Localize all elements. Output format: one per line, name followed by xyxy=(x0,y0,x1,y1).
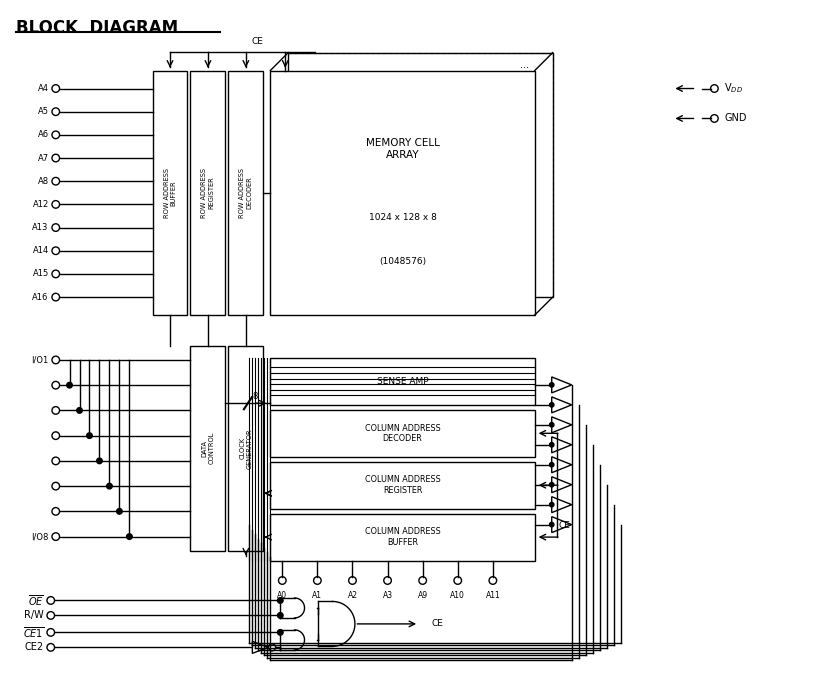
Circle shape xyxy=(278,598,283,603)
Circle shape xyxy=(549,423,553,427)
FancyBboxPatch shape xyxy=(270,513,534,561)
Text: I/O1: I/O1 xyxy=(32,355,48,365)
Circle shape xyxy=(549,383,553,387)
Text: A7: A7 xyxy=(38,153,48,163)
Text: A0: A0 xyxy=(277,591,287,600)
FancyBboxPatch shape xyxy=(270,410,534,457)
Circle shape xyxy=(549,483,553,487)
FancyBboxPatch shape xyxy=(228,71,263,315)
Text: CE: CE xyxy=(558,521,570,530)
Circle shape xyxy=(116,509,122,514)
FancyBboxPatch shape xyxy=(270,358,534,405)
Text: A2: A2 xyxy=(347,591,357,600)
Text: A16: A16 xyxy=(33,293,48,302)
Text: A9: A9 xyxy=(417,591,427,600)
Circle shape xyxy=(278,630,283,635)
Text: ROW ADDRESS
REGISTER: ROW ADDRESS REGISTER xyxy=(201,168,214,218)
Circle shape xyxy=(96,458,102,464)
Text: 8: 8 xyxy=(252,392,257,401)
Text: ...: ... xyxy=(520,60,528,69)
Text: (1048576): (1048576) xyxy=(379,257,426,266)
Circle shape xyxy=(549,443,553,447)
Text: I/O8: I/O8 xyxy=(32,532,48,541)
Text: A1: A1 xyxy=(312,591,322,600)
Text: A4: A4 xyxy=(38,84,48,93)
Circle shape xyxy=(549,402,553,407)
Text: $\overline{CE1}$: $\overline{CE1}$ xyxy=(23,625,43,640)
FancyBboxPatch shape xyxy=(270,71,534,315)
Text: V$_{DD}$: V$_{DD}$ xyxy=(723,81,742,96)
Text: A15: A15 xyxy=(33,269,48,279)
Text: BLOCK  DIAGRAM: BLOCK DIAGRAM xyxy=(16,19,178,36)
Circle shape xyxy=(549,503,553,507)
Text: DATA
CONTROL: DATA CONTROL xyxy=(201,432,214,464)
Text: CE2: CE2 xyxy=(24,642,43,652)
Text: ROW ADDRESS
BUFFER: ROW ADDRESS BUFFER xyxy=(163,168,176,218)
Circle shape xyxy=(126,534,132,539)
Circle shape xyxy=(549,522,553,527)
FancyBboxPatch shape xyxy=(191,346,225,551)
Text: CE: CE xyxy=(431,619,443,629)
FancyBboxPatch shape xyxy=(228,346,263,551)
Text: A14: A14 xyxy=(33,246,48,255)
Text: COLUMN ADDRESS
REGISTER: COLUMN ADDRESS REGISTER xyxy=(364,476,440,495)
Text: A5: A5 xyxy=(38,107,48,116)
Circle shape xyxy=(67,382,72,388)
Text: A10: A10 xyxy=(450,591,465,600)
Text: SENSE AMP: SENSE AMP xyxy=(376,377,428,386)
Text: A3: A3 xyxy=(382,591,392,600)
FancyBboxPatch shape xyxy=(270,462,534,509)
Text: A6: A6 xyxy=(38,131,48,139)
FancyBboxPatch shape xyxy=(191,71,225,315)
Text: 1024 x 128 x 8: 1024 x 128 x 8 xyxy=(368,213,436,221)
Text: GND: GND xyxy=(723,114,746,123)
Text: CLOCK
GENERATOR: CLOCK GENERATOR xyxy=(239,428,252,468)
Text: $\overline{OE}$: $\overline{OE}$ xyxy=(28,593,43,608)
Text: MEMORY CELL
ARRAY: MEMORY CELL ARRAY xyxy=(365,138,439,160)
Text: A11: A11 xyxy=(485,591,500,600)
FancyBboxPatch shape xyxy=(152,71,187,315)
Circle shape xyxy=(87,433,92,438)
FancyBboxPatch shape xyxy=(288,52,552,297)
Circle shape xyxy=(77,408,82,413)
Circle shape xyxy=(549,462,553,467)
Text: R/W: R/W xyxy=(24,610,43,621)
Text: ROW ADDRESS
DECODER: ROW ADDRESS DECODER xyxy=(239,168,252,218)
Text: A8: A8 xyxy=(38,177,48,186)
Circle shape xyxy=(278,612,283,618)
Text: A12: A12 xyxy=(33,200,48,209)
Text: COLUMN ADDRESS
BUFFER: COLUMN ADDRESS BUFFER xyxy=(364,528,440,546)
Text: CE: CE xyxy=(251,37,263,46)
Text: COLUMN ADDRESS
DECODER: COLUMN ADDRESS DECODER xyxy=(364,423,440,443)
Circle shape xyxy=(106,483,112,489)
Text: A13: A13 xyxy=(33,223,48,232)
